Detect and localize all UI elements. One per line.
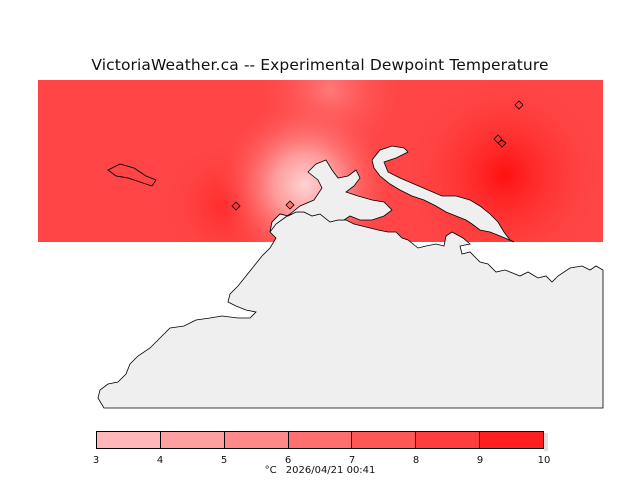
legend-segment xyxy=(416,432,481,448)
legend-tick-label: 7 xyxy=(348,455,356,466)
legend-shadow xyxy=(544,433,548,451)
land-mass-south-island xyxy=(269,159,393,233)
legend-segment xyxy=(480,432,544,448)
land-mass-east xyxy=(371,145,515,243)
legend-tick-label: 8 xyxy=(412,455,420,466)
legend-segment xyxy=(288,432,353,448)
station-marker[interactable] xyxy=(231,201,241,211)
unit-label: °C xyxy=(264,465,277,476)
legend-tick-label: 10 xyxy=(537,455,551,466)
timestamp: 2026/04/21 00:41 xyxy=(285,465,376,476)
legend-tick-label: 3 xyxy=(92,455,100,466)
station-markers xyxy=(231,100,524,211)
legend-tick-label: 4 xyxy=(156,455,164,466)
legend-segment xyxy=(160,432,225,448)
station-marker[interactable] xyxy=(497,139,507,148)
legend-tick-label: 9 xyxy=(476,455,484,466)
station-marker[interactable] xyxy=(285,200,295,210)
station-marker[interactable] xyxy=(514,100,524,110)
legend-tick-label: 5 xyxy=(220,455,228,466)
legend-segment xyxy=(224,432,289,448)
color-legend xyxy=(96,431,548,451)
legend-tick-label: 6 xyxy=(284,455,292,466)
legend-segment xyxy=(97,432,161,448)
map-title: VictoriaWeather.ca -- Experimental Dewpo… xyxy=(91,56,549,74)
island-west xyxy=(107,163,157,187)
legend-segment xyxy=(352,432,417,448)
legend-color-bar xyxy=(96,431,544,449)
legend-footer: °C 2026/04/21 00:41 xyxy=(0,465,640,476)
